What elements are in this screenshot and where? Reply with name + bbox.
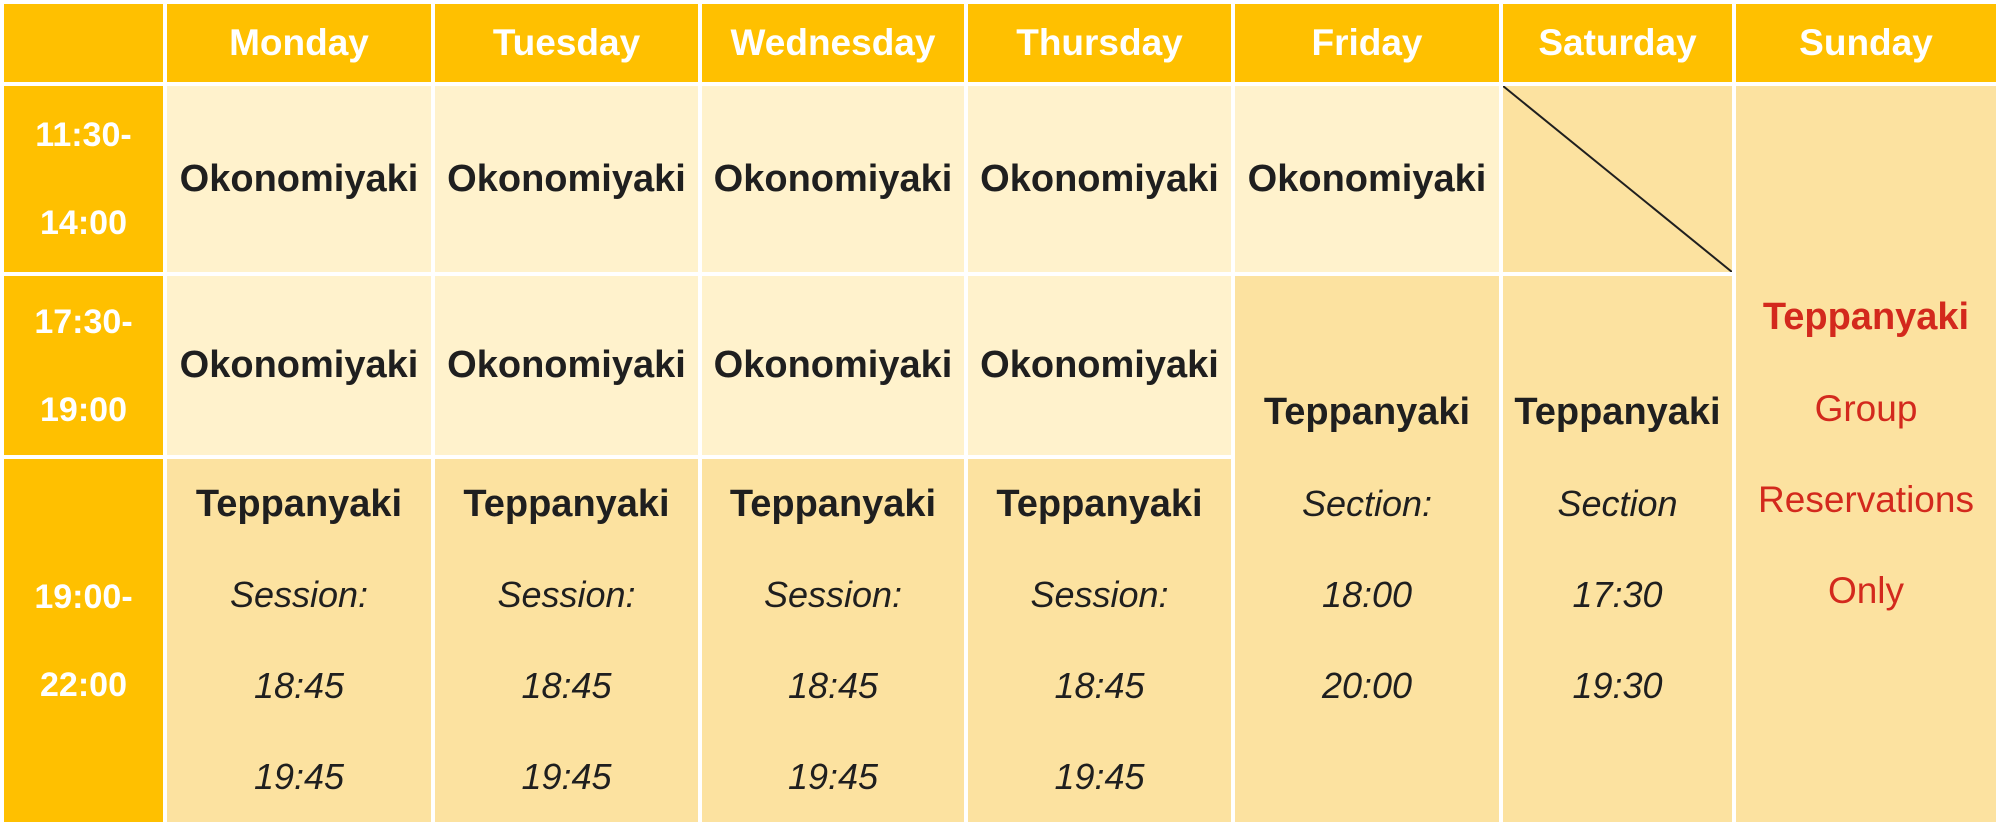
diagonal-strikethrough-icon xyxy=(1503,86,1732,272)
thursday-late-dinner-line: 18:45 xyxy=(1054,664,1145,706)
header-cell-sunday: Sunday xyxy=(1736,4,1996,82)
cell-saturday-dinner: Teppanyaki Section 17:30 19:30 xyxy=(1503,276,1732,822)
time-slot-lunch-start: 11:30- xyxy=(35,116,132,154)
cell-monday-late-dinner: Teppanyaki Session: 18:45 19:45 xyxy=(167,459,431,822)
wednesday-late-dinner-title: Teppanyaki xyxy=(729,482,937,525)
cell-tuesday-lunch: Okonomiyaki xyxy=(435,86,698,272)
saturday-dinner-line: 17:30 xyxy=(1572,573,1663,615)
time-slot-late-dinner: 19:00- 22:00 xyxy=(4,459,163,822)
monday-late-dinner-line: Session: xyxy=(229,574,369,616)
cell-monday-lunch: Okonomiyaki xyxy=(167,86,431,272)
header-cell-tuesday: Tuesday xyxy=(435,4,698,82)
monday-late-dinner-title: Teppanyaki xyxy=(195,482,403,525)
header-cell-saturday: Saturday xyxy=(1503,4,1732,82)
cell-thursday-lunch: Okonomiyaki xyxy=(968,86,1231,272)
tuesday-late-dinner-title: Teppanyaki xyxy=(463,482,670,525)
cell-sunday-notice: Teppanyaki Group Reservations Only xyxy=(1736,86,1996,822)
cell-tuesday-late-dinner: Teppanyaki Session: 18:45 19:45 xyxy=(435,459,698,822)
saturday-dinner-title: Teppanyaki xyxy=(1514,391,1721,433)
tuesday-late-dinner-line: Session: xyxy=(497,574,636,616)
tuesday-late-dinner-line: 19:45 xyxy=(521,755,612,797)
friday-dinner-title: Teppanyaki xyxy=(1263,391,1471,433)
sunday-notice-line: Reservations xyxy=(1758,478,1974,520)
thursday-late-dinner-title: Teppanyaki xyxy=(996,482,1203,525)
saturday-dinner-line: Section xyxy=(1557,482,1678,524)
monday-late-dinner-line: 19:45 xyxy=(253,755,345,797)
friday-dinner-line: 20:00 xyxy=(1321,664,1413,706)
header-cell-friday: Friday xyxy=(1235,4,1499,82)
cell-wednesday-early-dinner: Okonomiyaki xyxy=(702,276,964,455)
friday-dinner-line: Section: xyxy=(1301,482,1433,524)
thursday-late-dinner-line: Session: xyxy=(1030,574,1169,616)
time-slot-lunch-end: 14:00 xyxy=(40,204,127,242)
time-slot-late-dinner-start: 19:00- xyxy=(34,577,133,616)
wednesday-late-dinner-line: 18:45 xyxy=(787,664,879,706)
time-slot-early-dinner-start: 17:30- xyxy=(34,302,133,341)
cell-thursday-late-dinner: Teppanyaki Session: 18:45 19:45 xyxy=(968,459,1231,822)
cell-monday-early-dinner: Okonomiyaki xyxy=(167,276,431,455)
cell-wednesday-lunch: Okonomiyaki xyxy=(702,86,964,272)
sunday-notice-line: Group xyxy=(1814,387,1918,429)
time-slot-early-dinner: 17:30- 19:00 xyxy=(4,276,163,455)
cell-friday-dinner: Teppanyaki Section: 18:00 20:00 xyxy=(1235,276,1499,822)
wednesday-late-dinner-line: 19:45 xyxy=(787,755,879,797)
friday-dinner-line: 18:00 xyxy=(1321,573,1413,615)
time-slot-early-dinner-end: 19:00 xyxy=(40,390,127,429)
time-slot-late-dinner-end: 22:00 xyxy=(40,665,127,704)
monday-late-dinner-line: 18:45 xyxy=(253,664,345,706)
cell-thursday-early-dinner: Okonomiyaki xyxy=(968,276,1231,455)
saturday-dinner-line: 19:30 xyxy=(1572,664,1663,706)
wednesday-late-dinner-line: Session: xyxy=(763,574,903,616)
header-cell-monday: Monday xyxy=(167,4,431,82)
time-slot-lunch: 11:30- 14:00 xyxy=(4,86,163,272)
thursday-late-dinner-line: 19:45 xyxy=(1054,755,1145,797)
cell-tuesday-early-dinner: Okonomiyaki xyxy=(435,276,698,455)
cell-saturday-lunch-closed xyxy=(1503,86,1732,272)
sunday-notice-title: Teppanyaki xyxy=(1762,296,1970,338)
tuesday-late-dinner-line: 18:45 xyxy=(521,664,612,706)
sunday-notice-line: Only xyxy=(1827,569,1905,611)
header-cell-blank xyxy=(4,4,163,82)
header-cell-thursday: Thursday xyxy=(968,4,1231,82)
cell-friday-lunch: Okonomiyaki xyxy=(1235,86,1499,272)
cell-wednesday-late-dinner: Teppanyaki Session: 18:45 19:45 xyxy=(702,459,964,822)
header-cell-wednesday: Wednesday xyxy=(702,4,964,82)
